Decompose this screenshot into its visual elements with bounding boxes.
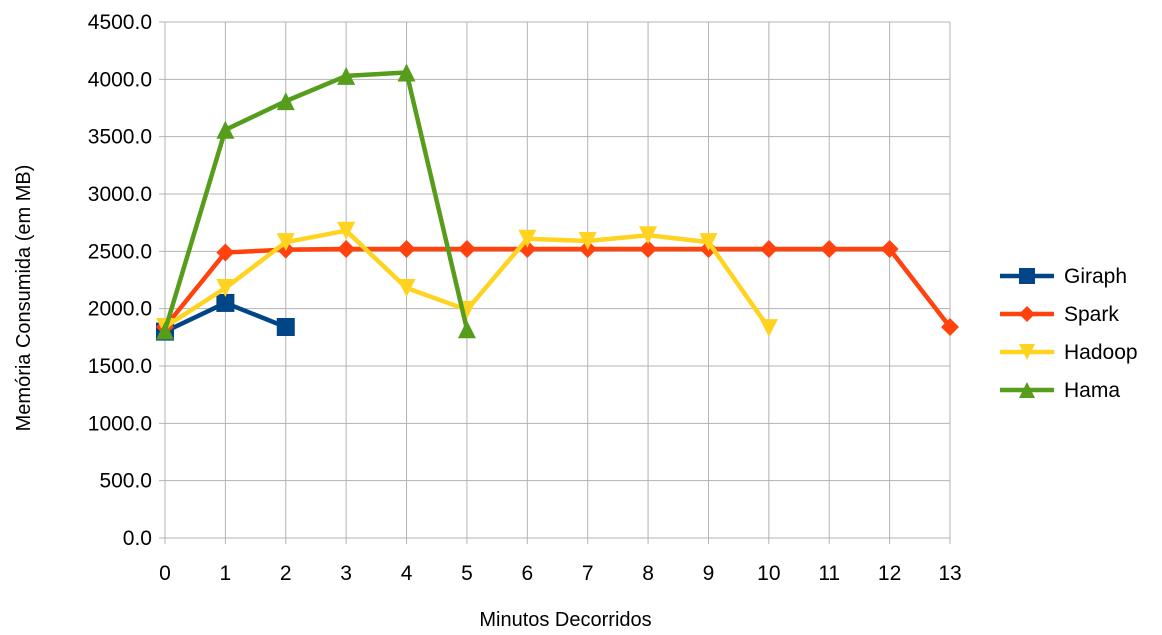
data-point-spark — [397, 240, 416, 259]
data-point-spark — [337, 240, 356, 259]
data-point-hadoop — [216, 279, 235, 298]
x-tick-label: 3 — [340, 562, 352, 585]
data-point-hadoop — [337, 221, 356, 240]
data-point-hama — [457, 320, 476, 339]
data-point-hama — [156, 321, 174, 340]
x-tick-label: 12 — [878, 562, 901, 585]
x-tick-label: 1 — [220, 562, 232, 585]
legend-swatch-marker — [1019, 382, 1035, 398]
legend-label: Spark — [1064, 303, 1119, 326]
series-lines — [156, 63, 959, 341]
y-tick-label: 4500.0 — [88, 11, 152, 34]
x-tick-label: 0 — [159, 562, 171, 585]
x-tick-label: 2 — [280, 562, 292, 585]
legend-item-spark: Spark — [1000, 303, 1119, 326]
y-tick-label: 3500.0 — [88, 126, 152, 149]
data-point-hadoop — [518, 229, 537, 248]
data-point-hadoop — [578, 232, 597, 251]
y-tick-label: 3000.0 — [88, 183, 152, 206]
data-point-hama — [337, 66, 356, 85]
data-point-spark — [216, 243, 235, 262]
x-tick-label: 5 — [461, 562, 473, 585]
data-point-hadoop — [639, 226, 658, 245]
x-tick-label: 11 — [818, 562, 840, 585]
y-axis-tick-labels: 0.0 500.0 1000.0 1500.0 2000.0 2500.0 3000.0 35… — [88, 11, 152, 550]
data-point-spark — [759, 240, 778, 259]
gridlines — [159, 21, 951, 544]
legend-label: Hama — [1064, 379, 1120, 402]
data-point-hadoop — [397, 279, 416, 298]
x-tick-label: 8 — [642, 562, 654, 585]
data-point-spark — [941, 318, 959, 337]
series-line-spark — [163, 246, 952, 329]
y-tick-label: 1000.0 — [88, 412, 152, 435]
data-point-hama — [276, 92, 295, 111]
data-point-spark — [820, 240, 839, 259]
x-tick-label: 7 — [582, 562, 594, 585]
legend-swatch-marker — [1019, 306, 1035, 322]
data-point-giraph — [276, 318, 295, 337]
x-tick-label: 10 — [757, 562, 780, 585]
data-point-giraph — [216, 293, 235, 312]
data-point-hama — [397, 63, 416, 82]
data-point-spark — [457, 240, 476, 259]
legend-item-hadoop: Hadoop — [1000, 341, 1138, 364]
data-point-hadoop — [699, 233, 718, 252]
x-axis-title: Minutos Decorridos — [479, 609, 651, 631]
data-point-hadoop — [276, 233, 295, 252]
y-tick-label: 2000.0 — [88, 298, 152, 321]
data-point-hadoop — [759, 319, 778, 338]
series-hama — [156, 63, 476, 340]
x-axis-tick-labels: 0 1 2 3 4 5 6 7 8 9 10 11 12 13 — [159, 562, 962, 585]
data-point-hama — [216, 120, 235, 139]
legend-swatch-marker — [1019, 268, 1035, 284]
y-tick-label: 1500.0 — [88, 355, 152, 378]
y-tick-label: 4000.0 — [88, 68, 152, 91]
legend-item-hama: Hama — [1000, 379, 1120, 402]
legend-label: Hadoop — [1064, 341, 1138, 364]
y-tick-label: 2500.0 — [88, 240, 152, 263]
series-line-hama — [162, 70, 470, 332]
y-tick-label: 0.0 — [123, 527, 152, 550]
x-tick-label: 4 — [401, 562, 413, 585]
y-axis-title: Memória Consumida (em MB) — [13, 165, 35, 432]
legend: Giraph Spark Hadoop Hama — [1000, 265, 1138, 402]
data-point-spark — [639, 240, 658, 259]
x-tick-label: 6 — [521, 562, 533, 585]
legend-swatch-marker — [1019, 344, 1035, 360]
x-tick-label: 9 — [703, 562, 715, 585]
legend-label: Giraph — [1064, 265, 1127, 288]
data-point-spark — [880, 240, 899, 259]
legend-item-giraph: Giraph — [1000, 265, 1127, 288]
x-tick-label: 13 — [938, 562, 961, 585]
y-tick-label: 500.0 — [99, 470, 152, 493]
